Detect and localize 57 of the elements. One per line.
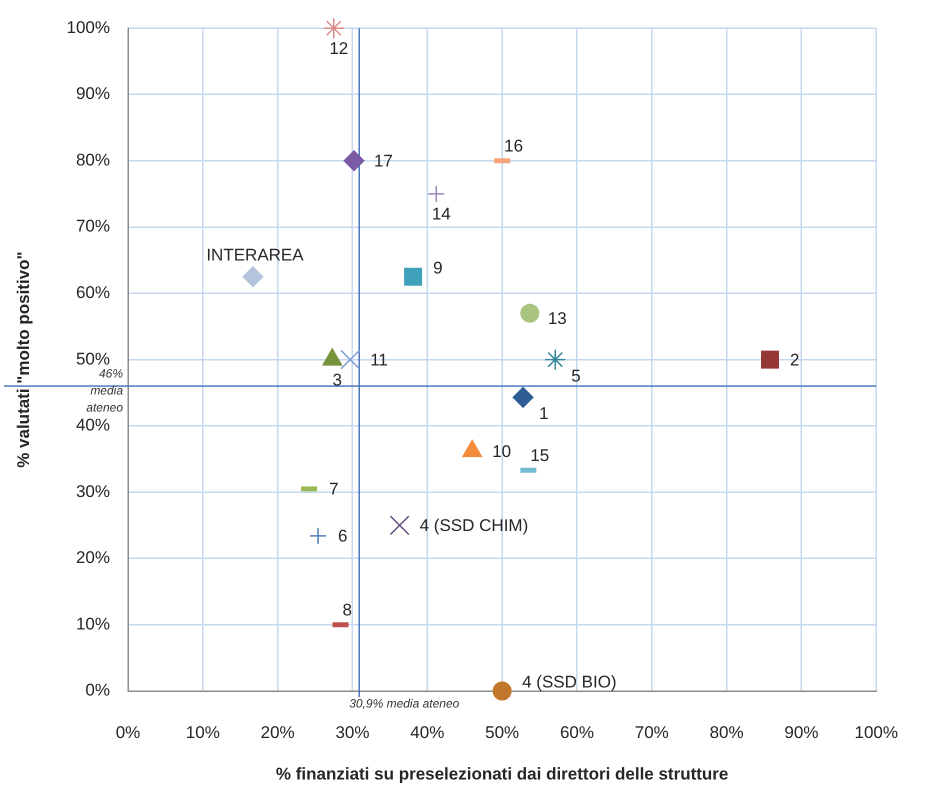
x-tick-label: 50% (485, 722, 520, 742)
series-label: 11 (370, 350, 388, 370)
point (343, 150, 364, 172)
x-tick-label: 10% (186, 722, 220, 742)
ref-line-label: 46% media ateneo (86, 366, 124, 414)
x-tick-label: 90% (784, 722, 818, 742)
point (390, 515, 410, 536)
y-tick-label: 80% (76, 150, 110, 170)
series-label: 9 (433, 258, 443, 278)
x-tick-label: 80% (710, 722, 744, 742)
point (340, 350, 360, 370)
y-tick-label: 60% (76, 283, 110, 302)
series-label: 4 (SSD BIO) (522, 672, 617, 692)
y-tick-label: 10% (76, 614, 110, 634)
point (309, 527, 327, 545)
y-axis-title: % valutati "molto positivo" (14, 251, 33, 468)
series-label: 14 (432, 204, 451, 224)
x-tick-label: 60% (560, 722, 594, 742)
x-tick-label: 70% (634, 722, 669, 742)
point (404, 268, 422, 286)
series-label: 3 (332, 370, 342, 390)
x-tick-label: 40% (410, 722, 444, 742)
x-tick-label: 0% (116, 722, 140, 742)
series-label: 5 (571, 366, 581, 386)
y-tick-label: 30% (76, 482, 110, 501)
series-label: 2 (790, 350, 800, 370)
point (512, 386, 534, 408)
series-label: 8 (342, 600, 352, 620)
point (242, 266, 264, 288)
point (761, 350, 779, 369)
y-tick-label: 20% (76, 548, 110, 568)
series-label: 10 (492, 442, 512, 461)
y-tick-label: 0% (85, 680, 110, 700)
series-label: 17 (374, 151, 393, 170)
series-label: 15 (530, 446, 550, 465)
y-tick-label: 50% (76, 349, 110, 368)
x-tick-label: 20% (260, 722, 295, 742)
point (544, 348, 566, 370)
x-tick-label: 100% (854, 722, 898, 742)
x-axis-title: % finanziati su preselezionati dai direttori delle strutture (276, 764, 728, 784)
x-tick-label: 30% (335, 722, 370, 742)
point (520, 304, 540, 323)
y-tick-label: 40% (76, 416, 110, 435)
series-label: 16 (504, 136, 524, 156)
legend-label: 12 (329, 38, 348, 58)
series-label: 1 (539, 404, 549, 424)
ref-line-label: 30,9% media ateneo (349, 696, 460, 710)
y-tick-label: 90% (76, 84, 110, 104)
series-label: 7 (329, 480, 339, 499)
series-label: INTERAREA (206, 245, 304, 264)
y-tick-label: 100% (66, 18, 110, 37)
series-label: 6 (338, 526, 348, 546)
point (428, 185, 446, 203)
y-tick-label: 70% (76, 216, 110, 236)
series-label: 4 (SSD CHIM) (420, 516, 528, 535)
series-label: 13 (548, 308, 567, 328)
point (492, 682, 512, 700)
